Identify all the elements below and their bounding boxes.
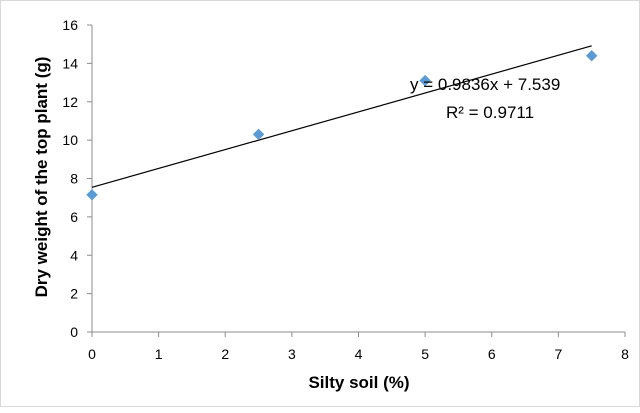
y-tick-label: 2 — [70, 286, 78, 302]
y-axis-ticks: 0 2 4 6 8 10 12 14 16 — [62, 17, 92, 340]
data-point-marker — [585, 49, 598, 62]
x-tick-label: 6 — [488, 346, 496, 362]
y-tick-label: 0 — [70, 324, 78, 340]
y-tick-label: 6 — [70, 209, 78, 225]
x-tick-label: 4 — [355, 346, 363, 362]
x-tick-label: 3 — [288, 346, 296, 362]
x-tick-label: 1 — [155, 346, 163, 362]
y-tick-label: 4 — [70, 247, 78, 263]
y-axis-label: Dry weight of the top plant (g) — [32, 57, 51, 298]
x-tick-label: 5 — [421, 346, 429, 362]
data-point-marker — [86, 189, 98, 201]
x-axis-label: Silty soil (%) — [308, 373, 409, 392]
x-tick-label: 2 — [221, 346, 229, 362]
trendline-equation: y = 0.9836x + 7.539 — [410, 75, 560, 94]
trendline — [91, 45, 592, 188]
trendline-r-squared: R² = 0.9711 — [446, 103, 534, 122]
data-point-marker — [419, 74, 431, 87]
x-tick-label: 0 — [88, 346, 96, 362]
y-tick-label: 16 — [62, 17, 78, 33]
y-tick-label: 12 — [62, 94, 78, 110]
data-points — [86, 49, 598, 201]
x-tick-label: 8 — [621, 346, 629, 362]
y-tick-label: 10 — [62, 132, 78, 148]
data-point-marker — [252, 128, 265, 141]
x-axis-ticks: 0 1 2 3 4 5 6 7 8 — [88, 332, 629, 362]
y-tick-label: 14 — [62, 55, 78, 71]
y-tick-label: 8 — [70, 171, 78, 187]
x-tick-label: 7 — [554, 346, 562, 362]
